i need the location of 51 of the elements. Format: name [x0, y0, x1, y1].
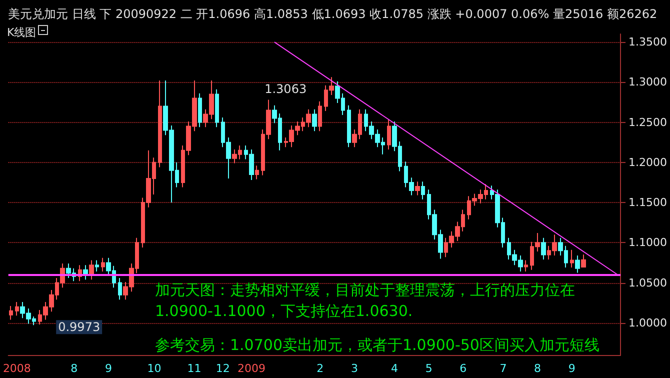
chart-title: 美元兑加元 日线 下 20090922 二 开1.0696 高1.0853 低1.0693 收1.0785 涨跌 +0.0007 0.06% 量25016 额26262: [8, 7, 658, 21]
candlestick: [215, 88, 219, 128]
y-tick-label: 1.1500: [628, 196, 668, 210]
annotation: 0.9973: [58, 320, 100, 334]
candlestick: [347, 104, 351, 148]
candlestick: [318, 100, 322, 132]
candlestick: [15, 302, 19, 316]
y-tick-label: 1.1000: [628, 236, 668, 250]
x-tick-label: 8: [534, 362, 542, 375]
annotation: 参考交易：1.0700卖出加元，或者于1.0900-50区间买入加元短线: [155, 336, 600, 354]
x-tick-label: 11: [187, 362, 202, 375]
x-tick-label: 12: [216, 362, 230, 375]
x-tick-label: 2008: [2, 362, 31, 375]
candlestick: [421, 181, 425, 200]
candlestick: [95, 260, 99, 272]
candlestick: [89, 260, 94, 280]
x-tick-label: 2: [316, 362, 324, 375]
annotation: 加元天图：走势相对平缓，目前处于整理震荡，上行的压力位在: [155, 281, 575, 299]
chart-subtitle: K线图: [7, 26, 36, 39]
candlestick: [101, 257, 105, 272]
x-tick-label: 9: [568, 362, 576, 375]
candlestick: [524, 260, 528, 272]
x-tick-label: 2009: [238, 362, 266, 375]
y-tick-label: 1.0000: [628, 316, 668, 330]
candlestick: [581, 254, 586, 268]
candlestick: [312, 108, 317, 132]
annotation: 1.0900-1.1000，下支持位在1.0630.: [155, 302, 413, 320]
y-tick-label: 1.3000: [628, 76, 668, 89]
y-tick-label: 1.2000: [628, 156, 668, 169]
x-tick-label: 9: [104, 362, 112, 375]
candlestick: [158, 80, 162, 168]
x-tick-label: 4: [391, 362, 398, 375]
y-tick-label: 1.3500: [628, 36, 668, 49]
x-tick-label: 10: [147, 362, 162, 375]
candlestick: [9, 306, 13, 320]
y-tick-label: 1.0500: [628, 276, 668, 290]
candlestick: [255, 165, 259, 180]
candlestick: [118, 277, 122, 300]
x-tick-label: 6: [460, 362, 467, 375]
candlestick: [570, 249, 574, 268]
candlestick: [198, 92, 202, 128]
x-tick-label: 7: [500, 362, 507, 375]
candlestick: [575, 254, 580, 274]
candlestick: [541, 237, 546, 260]
candlestick: [387, 119, 391, 150]
x-tick-label: 8: [70, 362, 78, 375]
x-tick-label: 5: [425, 362, 432, 375]
candlestick: [415, 181, 420, 196]
y-tick-label: 1.2500: [628, 116, 668, 129]
x-tick-label: 3: [350, 362, 358, 375]
annotation: 1.3063: [264, 82, 307, 96]
